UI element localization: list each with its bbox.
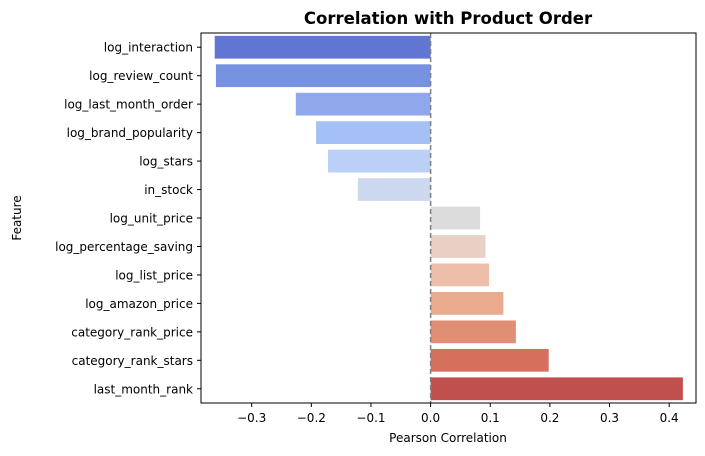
x-tick-label: −0.1: [356, 411, 385, 425]
bar-last_month_rank: [430, 377, 683, 401]
x-tick-label: 0.0: [421, 411, 440, 425]
y-axis-title: Feature: [10, 195, 24, 240]
y-tick-label: log_review_count: [89, 69, 193, 83]
x-tick-label: −0.2: [297, 411, 326, 425]
y-tick-label: log_interaction: [104, 41, 193, 55]
bar-in_stock: [357, 178, 431, 201]
x-axis-ticks: −0.3 −0.2 −0.1 0.0 0.1 0.2 0.3 0.4: [237, 403, 679, 425]
bar-log_stars: [328, 149, 431, 173]
bar-log_unit_price: [430, 206, 481, 230]
bar-log_percentage_saving: [430, 235, 486, 258]
y-tick-label: category_rank_stars: [72, 354, 193, 368]
x-tick-label: 0.1: [481, 411, 500, 425]
y-tick-label: log_brand_popularity: [67, 126, 193, 140]
y-tick-label: last_month_rank: [94, 382, 193, 396]
bars-group: [214, 35, 683, 401]
x-tick-label: −0.3: [237, 411, 266, 425]
y-tick-label: category_rank_price: [71, 325, 193, 339]
bar-category_rank_price: [430, 320, 516, 344]
bar-log_last_month_order: [295, 92, 431, 116]
y-tick-label: log_percentage_saving: [55, 240, 193, 254]
bar-log_amazon_price: [430, 292, 504, 315]
y-tick-label: log_list_price: [115, 268, 193, 282]
y-tick-label: in_stock: [144, 183, 193, 197]
y-axis-ticks: log_interaction log_review_count log_last_…: [55, 41, 201, 396]
bar-category_rank_stars: [430, 348, 549, 372]
y-tick-label: log_amazon_price: [85, 297, 193, 311]
chart-title: Correlation with Product Order: [304, 9, 593, 28]
x-tick-label: 0.4: [660, 411, 679, 425]
bar-log_list_price: [430, 263, 490, 287]
bar-log_review_count: [215, 64, 431, 88]
y-tick-label: log_unit_price: [110, 212, 193, 226]
y-tick-label: log_stars: [139, 155, 193, 169]
x-axis-title: Pearson Correlation: [389, 431, 507, 445]
y-tick-label: log_last_month_order: [64, 98, 193, 112]
x-tick-label: 0.2: [540, 411, 559, 425]
x-tick-label: 0.3: [600, 411, 619, 425]
bar-log_brand_popularity: [316, 121, 431, 144]
bar-log_interaction: [214, 35, 431, 59]
